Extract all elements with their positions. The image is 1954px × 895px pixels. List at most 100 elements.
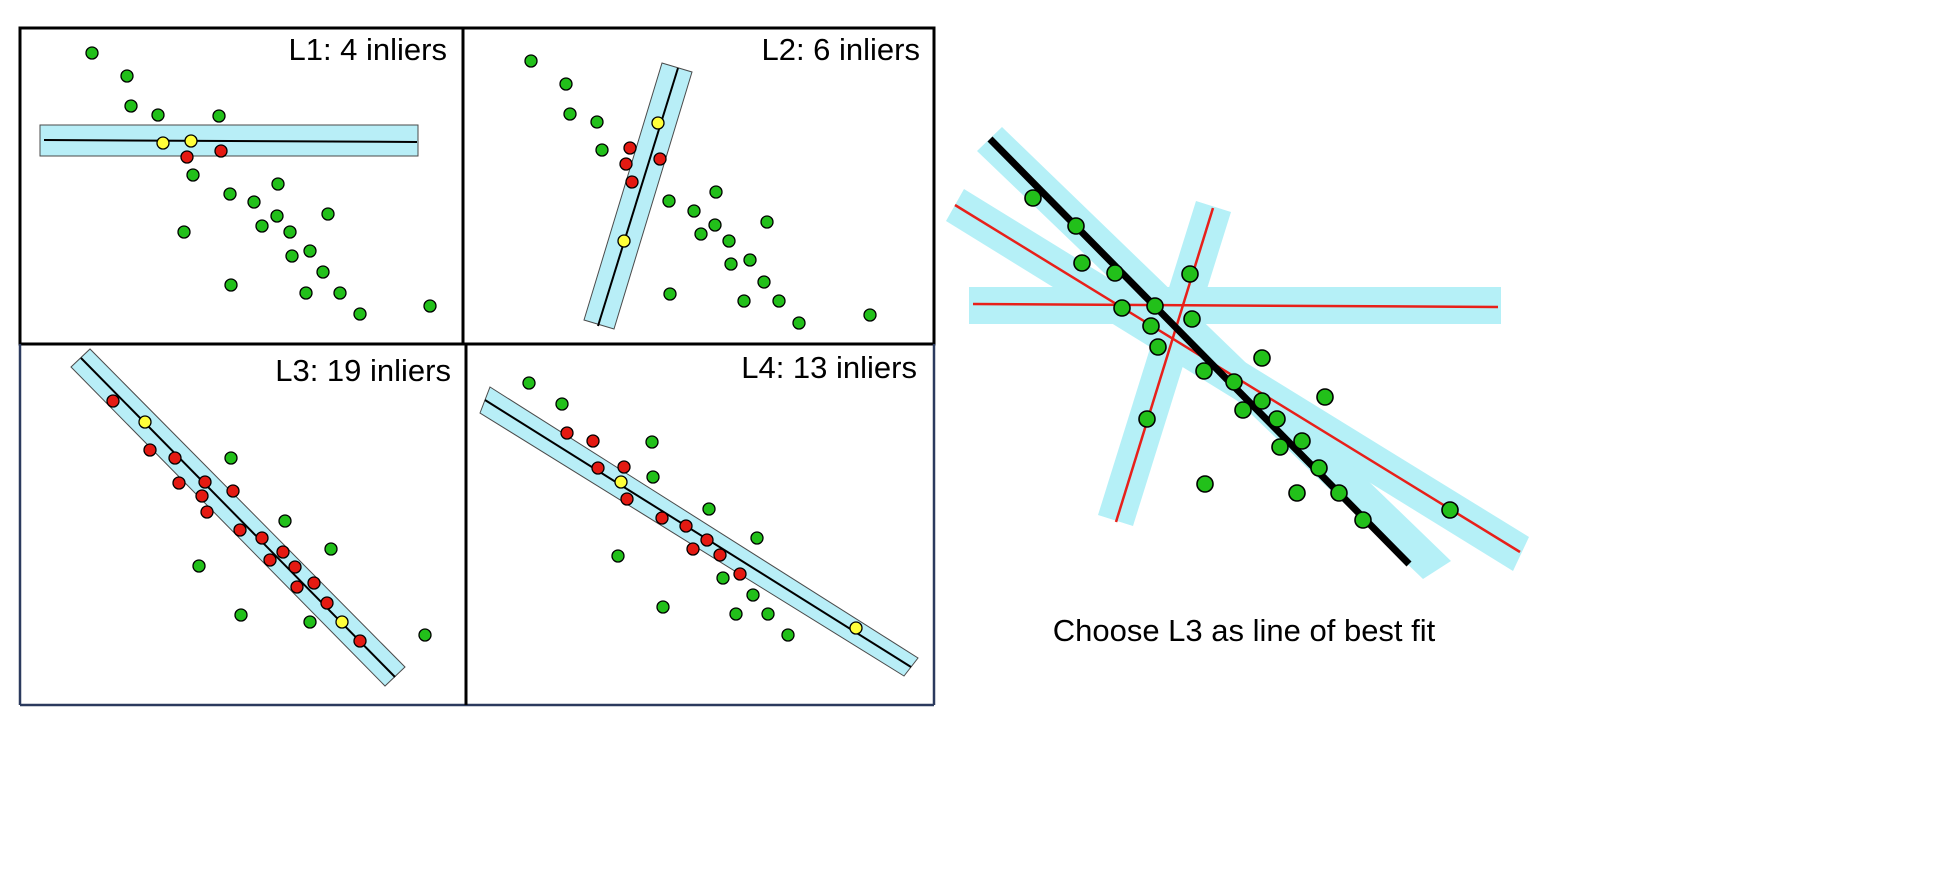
summary-point (1271, 438, 1289, 456)
l2-outlier-point (724, 257, 738, 271)
l2-outlier-point (792, 316, 806, 330)
l4-outlier-point (645, 435, 659, 449)
l2-sample-point (617, 234, 631, 248)
l1-outlier-point (85, 46, 99, 60)
l3-inlier-point (168, 451, 182, 465)
summary-point (1024, 189, 1042, 207)
l1-outlier-point (283, 225, 297, 239)
l1-outlier-point (333, 286, 347, 300)
l4-outlier-point (702, 502, 716, 516)
l4-sample-point (849, 621, 863, 635)
l1-outlier-point (223, 187, 237, 201)
l4-outlier-point (611, 549, 625, 563)
panel-l4-label: L4: 13 inliers (741, 350, 917, 385)
l2-outlier-point (757, 275, 771, 289)
summary-points (1024, 189, 1459, 529)
l1-outlier-point (124, 99, 138, 113)
l2-outlier-point (708, 218, 722, 232)
summary-point (1183, 310, 1201, 328)
l2-outlier-point (663, 287, 677, 301)
l4-inlier-point (686, 542, 700, 556)
summary-point (1196, 475, 1214, 493)
l3-inlier-point (172, 476, 186, 490)
l3-outlier-point (278, 514, 292, 528)
l3-inlier-point (320, 596, 334, 610)
l1-outlier-point (270, 209, 284, 223)
l3-outlier-point (418, 628, 432, 642)
l4-inlier-point (620, 492, 634, 506)
l4-outlier-point (729, 607, 743, 621)
summary-point (1146, 297, 1164, 315)
l4-inlier-point (713, 548, 727, 562)
l3-outlier-point (234, 608, 248, 622)
summary-point (1195, 362, 1213, 380)
l1-outlier-point (316, 265, 330, 279)
top-row-frame (18, 26, 936, 346)
l3-inlier-point (263, 553, 277, 567)
l2-outlier-point (524, 54, 538, 68)
l4-outlier-point (555, 397, 569, 411)
l1-outlier-point (212, 109, 226, 123)
l3-inlier-point (307, 576, 321, 590)
l1-outlier-point (423, 299, 437, 313)
l4-outlier-point (761, 607, 775, 621)
summary-point (1073, 254, 1091, 272)
l4-outlier-point (716, 571, 730, 585)
l1-outlier-point (255, 219, 269, 233)
summary-point (1310, 459, 1328, 477)
panel-l2-label: L2: 6 inliers (761, 32, 920, 67)
l2-outlier-point (772, 294, 786, 308)
l1-outlier-point (224, 278, 238, 292)
l1-outlier-point (271, 177, 285, 191)
l1-outlier-point (285, 249, 299, 263)
l2-outlier-point (563, 107, 577, 121)
summary-point (1138, 410, 1156, 428)
l2-outlier-point (737, 294, 751, 308)
l2-inlier-point (619, 157, 633, 171)
summary-point (1067, 217, 1085, 235)
l1-fit-line (43, 139, 418, 143)
l1-inlier-point (180, 150, 194, 164)
panel-l1: L1: 4 inliers (39, 32, 447, 321)
l4-inlier-point (586, 434, 600, 448)
l3-inlier-point (353, 634, 367, 648)
l4-outlier-point (656, 600, 670, 614)
l4-inlier-point (655, 511, 669, 525)
summary-point (1293, 432, 1311, 450)
l3-inlier-point (276, 545, 290, 559)
l3-points (106, 394, 432, 648)
l1-outlier-point (299, 286, 313, 300)
l1-inlier-point (214, 144, 228, 158)
l3-inlier-point (288, 560, 302, 574)
summary-point (1234, 401, 1252, 419)
l3-inlier-point (143, 443, 157, 457)
l2-inlier-point (623, 141, 637, 155)
l3-sample-point (138, 415, 152, 429)
summary-point (1253, 392, 1271, 410)
l3-inlier-point (200, 505, 214, 519)
panel-l3: L3: 19 inliers (70, 348, 451, 687)
summary-point (1253, 349, 1271, 367)
l3-sample-point (335, 615, 349, 629)
l4-inlier-point (560, 426, 574, 440)
l2-points (524, 54, 877, 330)
l1-outlier-point (120, 69, 134, 83)
l4-outlier-point (750, 531, 764, 545)
l4-inlier-point (591, 461, 605, 475)
l3-inlier-point (290, 580, 304, 594)
l1-outlier-point (353, 307, 367, 321)
summary-point (1142, 317, 1160, 335)
l3-inlier-point (106, 394, 120, 408)
l3-inlier-point (195, 489, 209, 503)
l2-fit-line (597, 67, 679, 327)
l2-outlier-point (590, 115, 604, 129)
l1-points (85, 46, 437, 321)
panel-l2: L2: 6 inliers (524, 32, 920, 330)
panel-l1-label: L1: 4 inliers (288, 32, 447, 67)
l1-sample-point (184, 134, 198, 148)
l4-inlier-point (679, 519, 693, 533)
l4-outlier-point (746, 588, 760, 602)
l3-outlier-point (303, 615, 317, 629)
summary-point (1106, 264, 1124, 282)
summary-point (1181, 265, 1199, 283)
